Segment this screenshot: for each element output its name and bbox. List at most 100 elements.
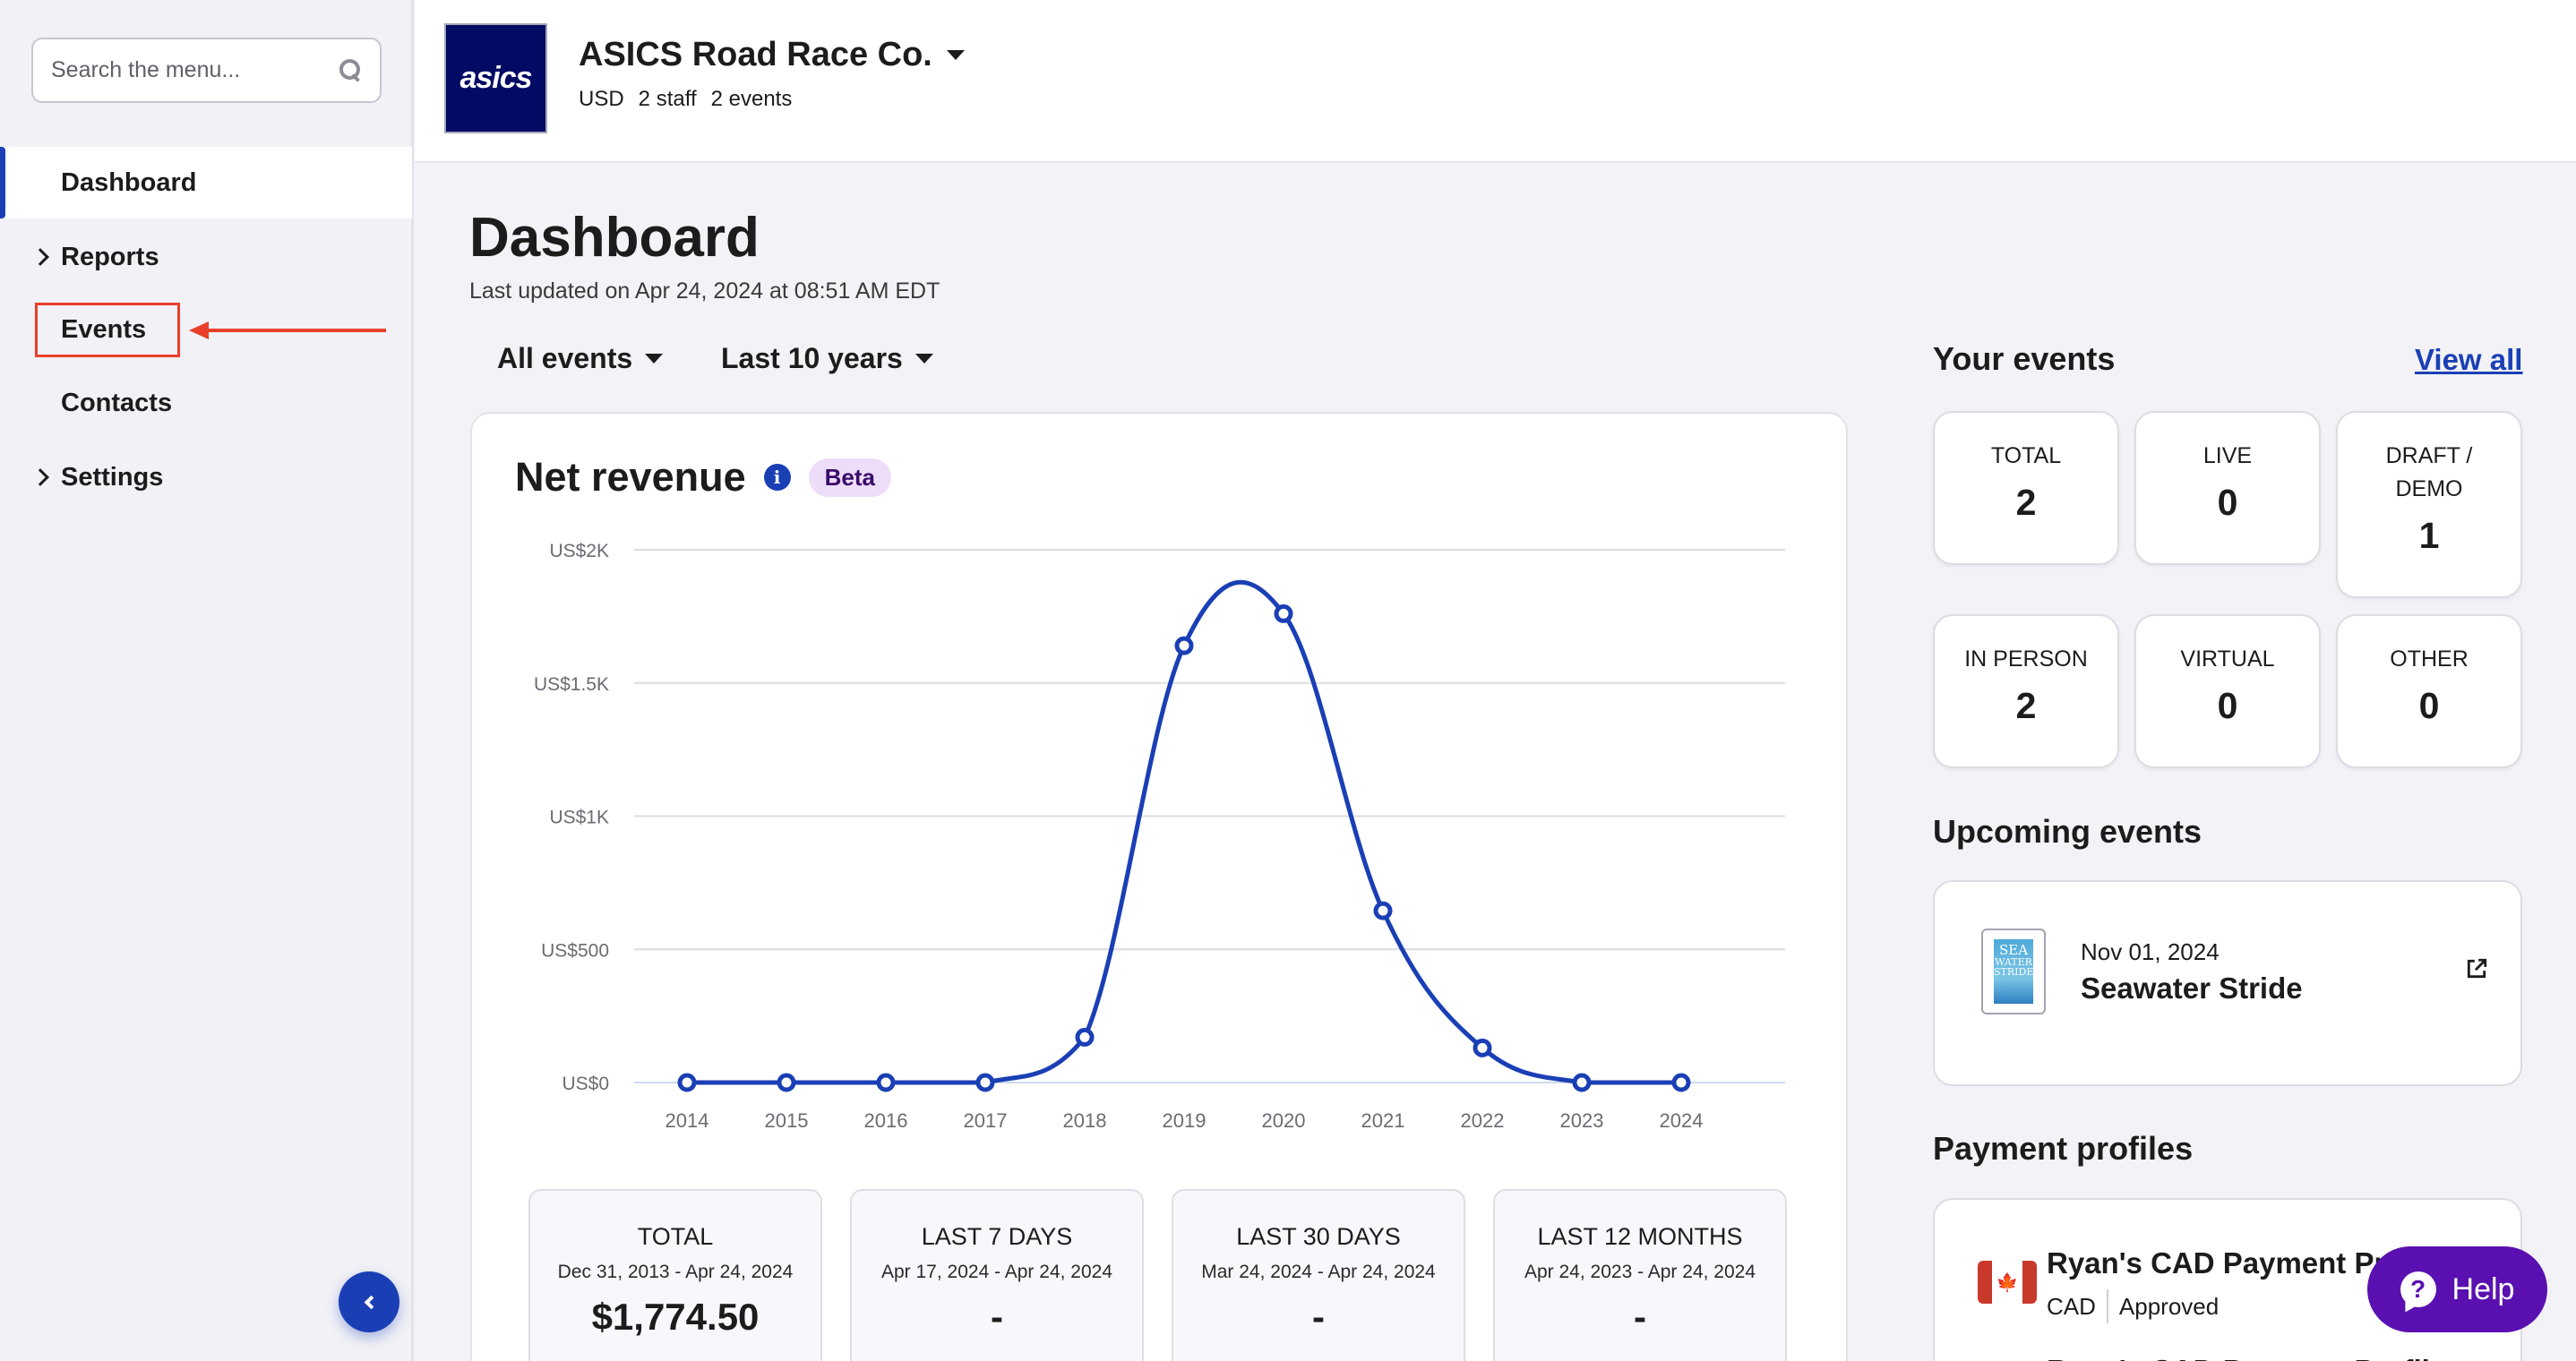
event-thumbnail: SEA WATER STRIDE — [1981, 929, 2046, 1014]
payment-status: Approved — [2118, 1292, 2220, 1320]
org-currency: USD — [579, 87, 624, 111]
stat-label: DRAFT / DEMO — [2385, 443, 2473, 501]
data-point — [1274, 603, 1293, 623]
events-stat-other[interactable]: OTHER 0 — [2336, 614, 2522, 768]
view-all-link[interactable]: View all — [2415, 343, 2523, 376]
summary-range: Apr 17, 2024 - Apr 24, 2024 — [880, 1262, 1113, 1282]
canada-flag-icon: 🍁 — [1978, 1261, 2037, 1304]
summary-title: LAST 12 MONTHS — [1537, 1223, 1743, 1250]
summary-last-12-months: LAST 12 MONTHS Apr 24, 2023 - Apr 24, 20… — [1493, 1189, 1787, 1361]
summary-last-7-days: LAST 7 DAYS Apr 17, 2024 - Apr 24, 2024 … — [850, 1189, 1144, 1361]
help-label: Help — [2451, 1271, 2515, 1306]
x-tick-label: 2021 — [1361, 1109, 1405, 1132]
logo-text: asics — [459, 61, 532, 95]
data-point — [876, 1073, 896, 1092]
summary-total: TOTAL Dec 31, 2013 - Apr 24, 2024 $1,774… — [528, 1189, 822, 1361]
divider — [2106, 1289, 2108, 1323]
sidebar-item-contacts[interactable]: Contacts — [0, 367, 412, 439]
x-tick-label: 2014 — [665, 1109, 709, 1132]
stat-value: 2 — [2015, 685, 2037, 726]
search-icon[interactable] — [339, 58, 362, 82]
summary-value: - — [1634, 1296, 1646, 1338]
summary-title: LAST 7 DAYS — [921, 1223, 1073, 1250]
payment-profile-meta: CAD Approved — [2047, 1289, 2219, 1323]
summary-range: Dec 31, 2013 - Apr 24, 2024 — [557, 1262, 794, 1282]
range-filter-dropdown[interactable]: Last 10 years — [721, 342, 933, 375]
y-tick-label: US$1.5K — [534, 674, 609, 695]
thumb-line: WATER — [1995, 956, 2032, 968]
range-filter-label: Last 10 years — [721, 342, 903, 374]
chevron-right-icon — [34, 251, 47, 263]
events-filter-dropdown[interactable]: All events — [497, 342, 664, 375]
menu-search-input[interactable] — [51, 57, 339, 83]
payment-profile-name[interactable]: Ryan's CAD Payment Profile — [2047, 1354, 2446, 1361]
sidebar-item-settings[interactable]: Settings — [0, 441, 412, 513]
data-point — [677, 1073, 697, 1092]
data-point — [1671, 1073, 1691, 1092]
org-logo: asics — [444, 23, 547, 133]
x-tick-label: 2018 — [1063, 1109, 1107, 1132]
help-button[interactable]: ? Help — [2367, 1246, 2547, 1332]
data-point — [1075, 1027, 1095, 1047]
data-point — [1473, 1038, 1492, 1057]
external-link-icon[interactable] — [2465, 957, 2488, 980]
stat-value: 1 — [2418, 515, 2440, 556]
event-date: Nov 01, 2024 — [2081, 938, 2220, 965]
sidebar: Dashboard Reports Events Contacts Settin… — [0, 0, 414, 1361]
events-stat-total[interactable]: TOTAL 2 — [1933, 411, 2119, 565]
caret-down-icon — [946, 50, 965, 60]
sidebar-item-dashboard[interactable]: Dashboard — [0, 147, 412, 218]
stat-label: LIVE — [2202, 443, 2253, 468]
page-title: Dashboard — [469, 207, 760, 269]
org-header: asics ASICS Road Race Co. USD 2 staff 2 … — [415, 0, 2576, 163]
event-name[interactable]: Seawater Stride — [2081, 972, 2303, 1005]
net-revenue-chart: US$0 US$500 US$1K US$1.5K US$2K 2014 2015 2016 2… — [534, 541, 1785, 1132]
caret-down-icon — [914, 354, 933, 364]
x-tick-label: 2023 — [1560, 1109, 1604, 1132]
payment-profiles-card: 🍁 Ryan's CAD Payment Profile CAD Approve… — [1933, 1198, 2522, 1361]
annotation-highlight-box — [35, 303, 180, 357]
org-meta: USD 2 staff 2 events — [579, 87, 792, 112]
upcoming-events-title: Upcoming events — [1933, 813, 2202, 850]
upcoming-event-card: SEA WATER STRIDE Nov 01, 2024 Seawater S… — [1933, 880, 2522, 1086]
help-question-icon: ? — [2400, 1271, 2436, 1307]
x-tick-label: 2022 — [1461, 1109, 1505, 1132]
collapse-sidebar-button[interactable] — [339, 1271, 399, 1332]
summary-last-30-days: LAST 30 DAYS Mar 24, 2024 - Apr 24, 2024… — [1172, 1189, 1465, 1361]
sidebar-item-events[interactable]: Events — [0, 294, 412, 365]
y-tick-label: US$0 — [562, 1074, 609, 1094]
info-icon[interactable]: i — [763, 464, 791, 491]
events-stat-virtual[interactable]: VIRTUAL 0 — [2134, 614, 2321, 768]
last-updated: Last updated on Apr 24, 2024 at 08:51 AM… — [469, 278, 940, 304]
sidebar-item-reports[interactable]: Reports — [0, 221, 412, 293]
menu-search[interactable] — [31, 38, 382, 103]
events-stat-in-person[interactable]: IN PERSON 2 — [1933, 614, 2119, 768]
stat-value: 0 — [2217, 482, 2238, 523]
events-stat-draft-demo[interactable]: DRAFT / DEMO 1 — [2336, 411, 2522, 598]
y-tick-label: US$1K — [549, 808, 609, 828]
x-tick-label: 2017 — [964, 1109, 1008, 1132]
data-point — [1174, 636, 1194, 655]
x-tick-label: 2020 — [1262, 1109, 1306, 1132]
data-point — [777, 1073, 796, 1092]
revenue-line — [686, 579, 1681, 1085]
chevron-right-icon — [34, 471, 47, 484]
x-tick-label: 2024 — [1660, 1109, 1704, 1132]
data-point — [975, 1073, 995, 1092]
x-tick-label: 2019 — [1163, 1109, 1206, 1132]
sidebar-item-label: Settings — [61, 462, 164, 492]
net-revenue-title: Net revenue — [515, 454, 746, 500]
org-switcher[interactable]: ASICS Road Race Co. — [579, 36, 965, 74]
summary-title: TOTAL — [637, 1223, 714, 1250]
sidebar-item-label: Contacts — [61, 388, 173, 417]
sidebar-item-label: Events — [61, 314, 147, 344]
net-revenue-header: Net revenue i Beta — [515, 454, 891, 501]
caret-down-icon — [645, 354, 664, 364]
chevron-left-icon — [364, 1295, 378, 1309]
org-name: ASICS Road Race Co. — [579, 36, 932, 73]
stat-label: OTHER — [2390, 646, 2469, 672]
data-point — [1572, 1073, 1592, 1092]
events-stat-live[interactable]: LIVE 0 — [2134, 411, 2321, 565]
events-filter-label: All events — [497, 342, 633, 374]
data-point — [1373, 901, 1393, 920]
